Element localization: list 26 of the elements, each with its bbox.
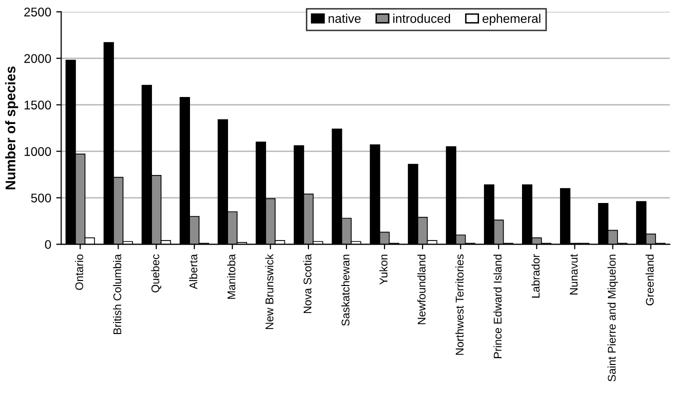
y-tick-label: 0 (45, 240, 51, 249)
x-tick-label: Alberta (189, 254, 198, 290)
x-tick-label: Saskatchewan (341, 254, 350, 326)
y-tick-label: 2000 (24, 54, 51, 63)
legend-label: ephemeral (482, 14, 540, 26)
x-tick-label: Nova Scotia (303, 254, 312, 313)
legend-label: introduced (393, 14, 450, 23)
x-tick-label: Quebec (151, 254, 162, 292)
legend-label: native (328, 14, 361, 23)
y-tick-label: 1500 (24, 100, 51, 110)
x-tick-label: Newfoundland (417, 254, 426, 324)
x-tick-label: Saint Pierre and Miquelon (608, 254, 618, 382)
x-tick-label: British Columbia (113, 254, 122, 334)
y-tick-label: 2500 (24, 8, 51, 16)
x-tick-label: Labrador (531, 254, 540, 298)
x-tick-label: Yukon (379, 254, 388, 285)
x-tick-label: Greenland (646, 254, 654, 306)
y-axis-title: Number of species (5, 66, 18, 190)
y-tick-label: 500 (31, 194, 51, 202)
y-tick-label: 1000 (24, 147, 51, 156)
x-tick-label: Ontario (75, 254, 84, 290)
x-tick-label: Northwest Territories (455, 254, 464, 355)
x-tick-label: New Brunswick (265, 254, 274, 330)
x-tick-label: Manitoba (227, 254, 236, 299)
x-tick-label: Prince Edward Island (493, 254, 502, 358)
x-tick-label: Nunavut (570, 254, 578, 294)
